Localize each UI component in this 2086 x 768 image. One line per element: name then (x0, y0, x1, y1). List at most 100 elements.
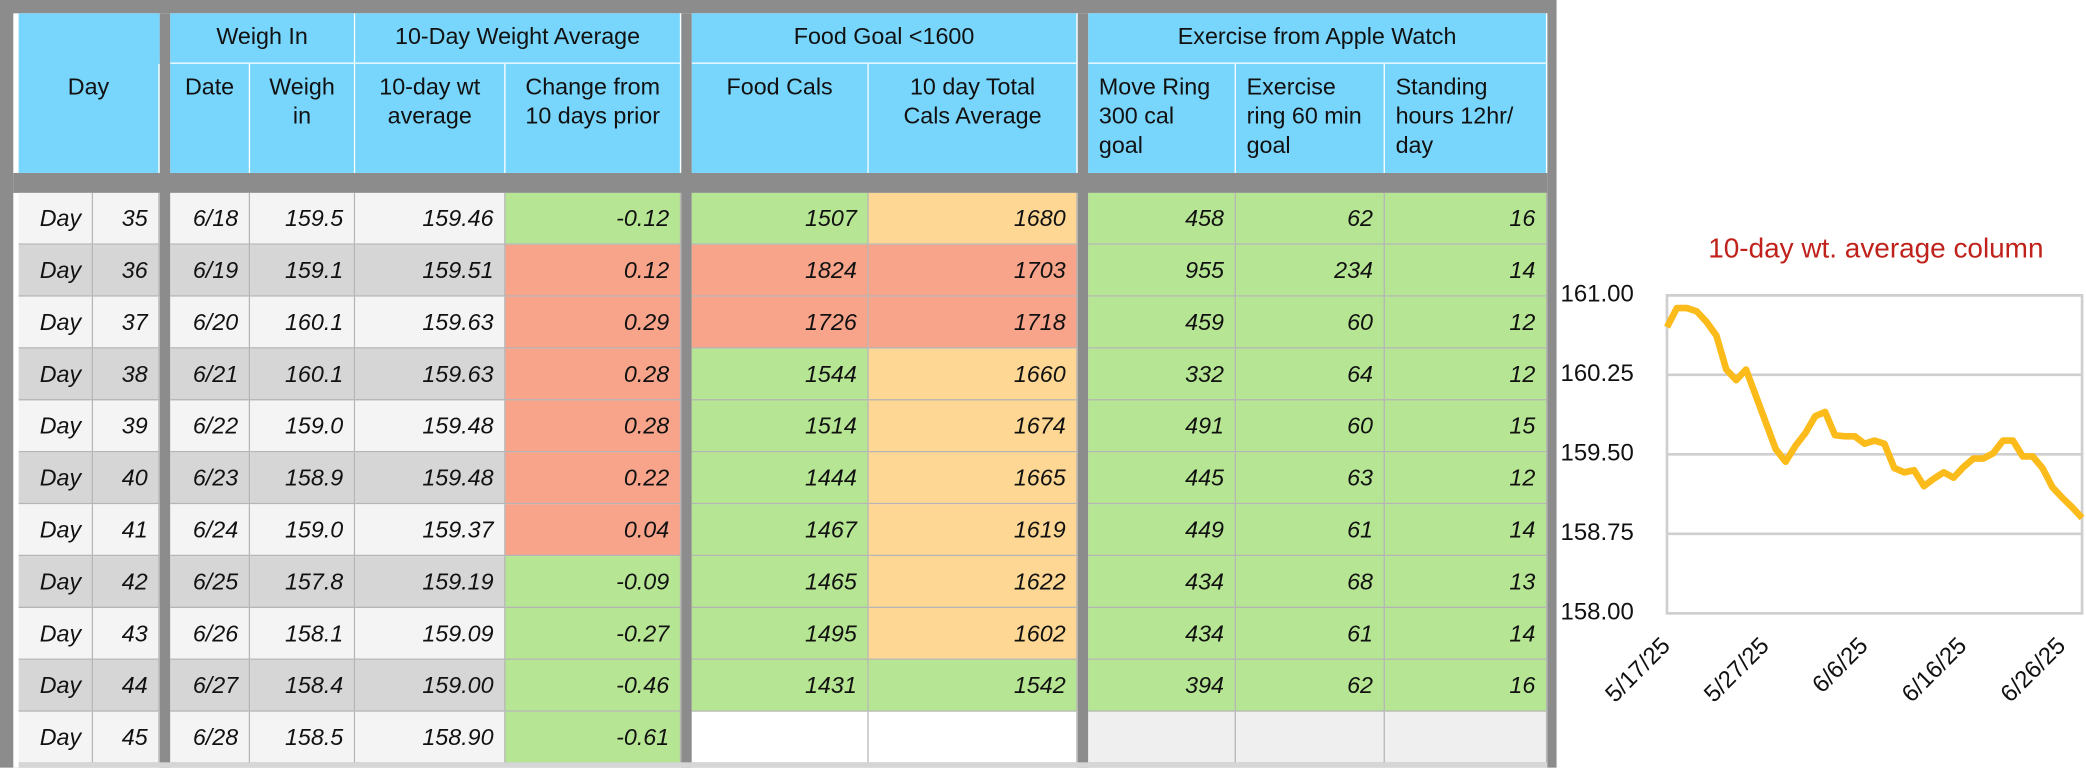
table-cell: 1619 (868, 504, 1078, 557)
table-cell: 35 (93, 192, 160, 245)
table-cell: 158.5 (250, 711, 356, 764)
table-cell (868, 711, 1078, 764)
x-tick-label: 6/6/25 (1807, 632, 1873, 698)
table-cell: 159.09 (355, 607, 506, 660)
table-cell: 459 (1088, 296, 1236, 349)
table-cell (1235, 711, 1385, 764)
table-cell: 332 (1088, 348, 1236, 401)
table-cell: 14 (1384, 504, 1548, 557)
column-header: Standing hours 12hr/ day (1384, 63, 1548, 173)
group-header: Weigh In (170, 13, 356, 64)
column-header: Move Ring 300 cal goal (1088, 63, 1236, 173)
table-cell: 1674 (868, 400, 1078, 453)
table-cell: 160.1 (250, 296, 356, 349)
separator (159, 13, 171, 768)
table-cell: 234 (1235, 244, 1385, 297)
table-cell: 158.4 (250, 659, 356, 712)
table-cell: 1544 (691, 348, 869, 401)
table-cell: 37 (93, 296, 160, 349)
column-header: Exercise ring 60 min goal (1235, 63, 1385, 173)
chart-title: 10-day wt. average column (1708, 232, 2043, 263)
data-line (1664, 304, 2085, 521)
table-cell: 6/26 (170, 607, 251, 660)
table-cell: 15 (1384, 400, 1548, 453)
column-header: Date (170, 63, 251, 173)
table-cell: 6/21 (170, 348, 251, 401)
table-cell: 44 (93, 659, 160, 712)
table-cell: 158.90 (355, 711, 506, 764)
table-cell: 1660 (868, 348, 1078, 401)
table-cell: 14 (1384, 607, 1548, 660)
y-tick-label: 161.00 (1561, 281, 1634, 308)
table-cell: 16 (1384, 659, 1548, 712)
table-cell: 1514 (691, 400, 869, 453)
column-header: Change from 10 days prior (505, 63, 682, 173)
group-header: Food Goal <1600 (691, 13, 1078, 64)
table-cell: 0.28 (505, 400, 682, 453)
table-cell: 12 (1384, 452, 1548, 505)
table-cell: 0.29 (505, 296, 682, 349)
table-cell: 159.63 (355, 296, 506, 349)
table-cell: 458 (1088, 192, 1236, 245)
table-cell: 16 (1384, 192, 1548, 245)
table-cell: 6/27 (170, 659, 251, 712)
table-cell: 159.48 (355, 400, 506, 453)
table-cell: 1467 (691, 504, 869, 557)
table-cell: 1665 (868, 452, 1078, 505)
table-cell: -0.27 (505, 607, 682, 660)
separator (13, 172, 1548, 193)
table-cell: 159.5 (250, 192, 356, 245)
table-cell: 1542 (868, 659, 1078, 712)
table-cell: Day (18, 192, 94, 245)
table-cell: Day (18, 504, 94, 557)
table-cell: 159.00 (355, 659, 506, 712)
table-cell: 1622 (868, 556, 1078, 608)
table-cell: Day (18, 348, 94, 401)
table-cell: 449 (1088, 504, 1236, 557)
table-cell: 12 (1384, 296, 1548, 349)
table-cell: 60 (1235, 296, 1385, 349)
table-cell: 6/22 (170, 400, 251, 453)
column-header: Food Cals (691, 63, 869, 173)
table-cell: 1495 (691, 607, 869, 660)
table-cell: 434 (1088, 607, 1236, 660)
table-cell: 1507 (691, 192, 869, 245)
table-cell: 45 (93, 711, 160, 764)
table-cell: 64 (1235, 348, 1385, 401)
table-cell: 0.12 (505, 244, 682, 297)
table-cell: 6/24 (170, 504, 251, 557)
table-cell: 159.1 (250, 244, 356, 297)
table-cell: -0.09 (505, 556, 682, 608)
column-header: 10-day wt average (355, 63, 506, 173)
table-cell: 36 (93, 244, 160, 297)
header-cell (18, 13, 160, 173)
table-cell: 6/19 (170, 244, 251, 297)
table-cell: 62 (1235, 659, 1385, 712)
table-cell: 6/23 (170, 452, 251, 505)
table-cell: 1602 (868, 607, 1078, 660)
table-cell: -0.12 (505, 192, 682, 245)
x-tick-label: 5/17/25 (1600, 632, 1676, 708)
table-cell: 0.04 (505, 504, 682, 557)
table-cell: Day (18, 400, 94, 453)
table-cell: Day (18, 607, 94, 660)
table-cell: 1431 (691, 659, 869, 712)
table-cell: 159.19 (355, 556, 506, 608)
separator (1077, 13, 1089, 768)
table-cell: 1703 (868, 244, 1078, 297)
table-cell: 61 (1235, 607, 1385, 660)
table-cell: 158.1 (250, 607, 356, 660)
table-cell: 38 (93, 348, 160, 401)
table-cell: 14 (1384, 244, 1548, 297)
table-cell: 63 (1235, 452, 1385, 505)
table-cell: 41 (93, 504, 160, 557)
row-stub (18, 762, 1548, 768)
table-cell: 159.46 (355, 192, 506, 245)
table-cell: 160.1 (250, 348, 356, 401)
table-cell: 159.51 (355, 244, 506, 297)
x-tick-label: 6/16/25 (1897, 632, 1973, 708)
table-cell: 1465 (691, 556, 869, 608)
separator (681, 13, 692, 768)
table-cell: 60 (1235, 400, 1385, 453)
